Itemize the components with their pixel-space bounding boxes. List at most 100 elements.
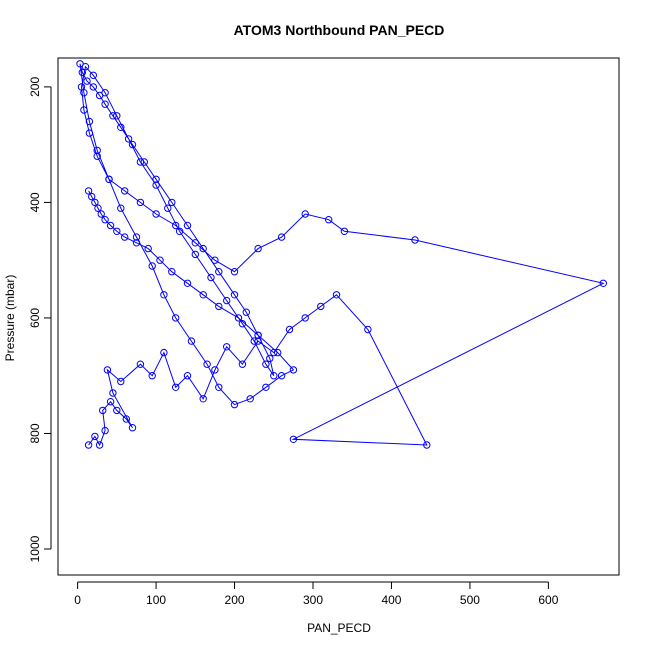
data-point bbox=[128, 140, 137, 149]
y-axis-label: Pressure (mbar) bbox=[3, 275, 17, 362]
data-point bbox=[242, 308, 251, 316]
data-point bbox=[262, 360, 270, 368]
data-point bbox=[156, 256, 164, 264]
data-point bbox=[325, 216, 333, 224]
x-tick-label: 400 bbox=[381, 593, 401, 607]
data-point bbox=[301, 210, 309, 218]
y-tick-label: 800 bbox=[28, 423, 42, 443]
data-point bbox=[95, 91, 104, 100]
data-point bbox=[84, 187, 93, 195]
data-point bbox=[183, 372, 192, 380]
data-point bbox=[136, 360, 145, 368]
data-point bbox=[172, 383, 180, 391]
data-point bbox=[168, 198, 176, 207]
data-point bbox=[254, 244, 262, 253]
data-point bbox=[152, 175, 160, 184]
data-point bbox=[215, 383, 223, 391]
data-point bbox=[199, 291, 207, 299]
data-point bbox=[124, 135, 133, 143]
data-point bbox=[136, 158, 145, 166]
data-point bbox=[340, 227, 349, 236]
data-point bbox=[140, 158, 149, 166]
data-point bbox=[113, 112, 121, 120]
data-point bbox=[93, 152, 101, 160]
data-point bbox=[84, 441, 93, 449]
data-point bbox=[99, 406, 107, 415]
data-point bbox=[101, 426, 109, 435]
data-point bbox=[91, 198, 99, 207]
data-point bbox=[262, 383, 270, 391]
x-tick-label: 0 bbox=[74, 593, 81, 607]
data-point bbox=[172, 221, 180, 230]
data-point bbox=[211, 366, 219, 374]
data-point bbox=[101, 100, 109, 108]
data-point bbox=[97, 210, 105, 218]
data-point bbox=[172, 314, 180, 322]
data-point bbox=[230, 400, 239, 409]
data-point bbox=[117, 204, 125, 212]
data-point bbox=[285, 325, 294, 334]
y-tick-label: 600 bbox=[28, 308, 42, 328]
data-point bbox=[160, 291, 168, 299]
data-point bbox=[106, 398, 115, 406]
data-point bbox=[148, 372, 156, 380]
data-point bbox=[223, 296, 231, 305]
data-point bbox=[230, 291, 239, 299]
data-point bbox=[85, 129, 94, 137]
axes: 0 100 200 300 400 500 600 200 400 600 800 1000 bbox=[28, 77, 559, 607]
y-tick-label: 400 bbox=[28, 192, 42, 212]
data-point bbox=[121, 187, 129, 195]
data-point bbox=[254, 331, 262, 339]
data-point bbox=[101, 216, 109, 224]
data-point bbox=[266, 354, 274, 363]
data-point bbox=[144, 244, 152, 253]
data-point bbox=[175, 227, 184, 236]
data-point bbox=[215, 268, 223, 276]
data-point bbox=[191, 250, 200, 259]
data-point bbox=[89, 83, 98, 91]
data-point bbox=[274, 348, 282, 357]
data-point bbox=[105, 175, 113, 184]
data-point bbox=[270, 372, 278, 380]
data-point bbox=[187, 337, 196, 345]
data-point bbox=[117, 123, 125, 132]
data-point bbox=[317, 302, 325, 311]
y-tick-label: 200 bbox=[28, 77, 42, 97]
data-point bbox=[132, 239, 141, 247]
data-point bbox=[238, 360, 247, 368]
data-point bbox=[85, 117, 94, 126]
plot-area bbox=[76, 60, 607, 449]
y-tick-label: 1000 bbox=[28, 535, 42, 562]
data-point bbox=[183, 221, 192, 230]
data-point bbox=[230, 268, 239, 276]
series-group bbox=[76, 60, 607, 449]
x-tick-label: 100 bbox=[146, 593, 166, 607]
x-tick-label: 300 bbox=[303, 593, 323, 607]
x-tick-label: 500 bbox=[460, 593, 480, 607]
data-point bbox=[277, 372, 286, 380]
data-point bbox=[332, 291, 341, 299]
data-point bbox=[211, 256, 219, 264]
data-point bbox=[128, 424, 137, 432]
data-point bbox=[80, 89, 88, 97]
data-point bbox=[78, 68, 87, 77]
series-line bbox=[79, 63, 605, 447]
data-point bbox=[88, 192, 96, 201]
data-point bbox=[183, 279, 192, 287]
data-point bbox=[234, 314, 243, 322]
data-point bbox=[148, 262, 156, 270]
data-point bbox=[191, 239, 200, 247]
x-axis-label: PAN_PECD bbox=[307, 621, 371, 635]
data-point bbox=[89, 71, 98, 80]
data-point bbox=[364, 325, 372, 334]
data-point bbox=[132, 233, 141, 241]
data-point bbox=[121, 233, 129, 241]
data-point bbox=[411, 236, 419, 244]
data-point bbox=[277, 233, 286, 241]
data-point bbox=[136, 198, 145, 207]
data-point bbox=[160, 348, 168, 357]
data-point bbox=[152, 210, 160, 218]
data-point bbox=[254, 337, 262, 345]
data-point bbox=[152, 181, 160, 189]
data-point bbox=[81, 62, 90, 71]
